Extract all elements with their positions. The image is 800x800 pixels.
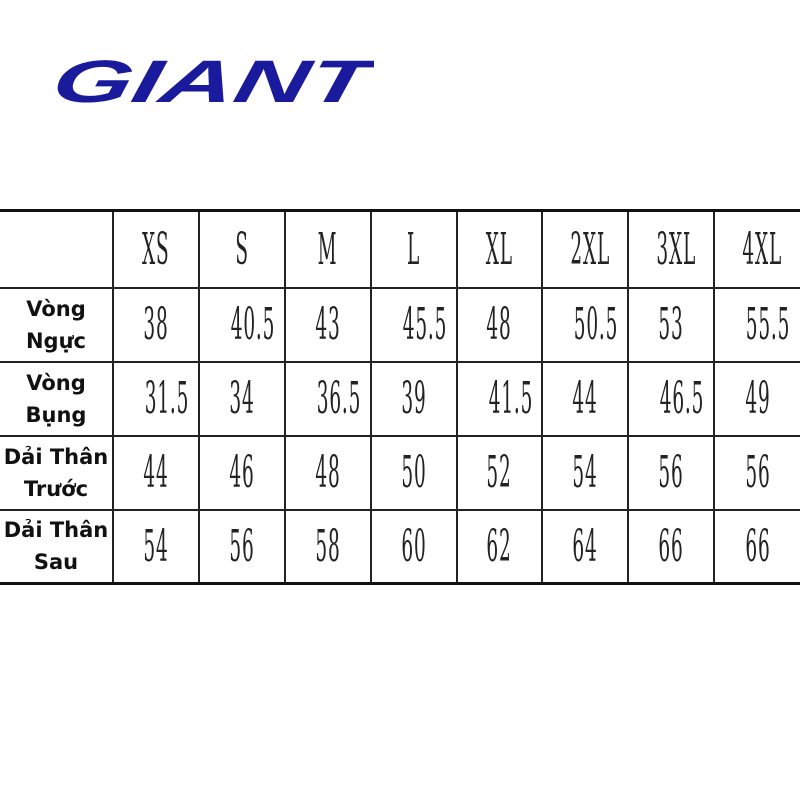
measurement-cell: 50.5 (541, 286, 630, 363)
measurement-cell: 52 (455, 434, 544, 511)
table-row: Dải Thân Trước 44 46 48 50 52 54 56 56 (0, 434, 800, 511)
measurement-value: 54 (143, 520, 169, 572)
measurement-value: 41.5 (488, 373, 533, 424)
measurement-cell: 64 (541, 508, 630, 585)
measurement-value: 36.5 (316, 373, 361, 424)
measurement-value: 64 (572, 520, 598, 572)
size-label: 4XL (742, 223, 783, 275)
measurement-cell: 58 (283, 508, 372, 585)
measurement-value: 53 (658, 299, 684, 350)
size-label: XL (485, 223, 513, 275)
measurement-value: 46.5 (659, 373, 705, 424)
measurement-cell: 66 (713, 508, 800, 585)
measurement-cell: 46 (197, 434, 286, 511)
measurement-cell: 39 (369, 360, 458, 437)
size-label: M (317, 223, 338, 275)
size-label: 3XL (656, 223, 697, 275)
row-label-cell: Vòng Bụng (0, 360, 114, 437)
size-label: XS (142, 223, 170, 275)
measurement-value: 38 (143, 299, 169, 350)
measurement-cell: 44 (112, 434, 200, 511)
row-label: Vòng Bụng (25, 370, 87, 427)
measurement-value: 66 (744, 520, 771, 572)
measurement-cell: 56 (197, 508, 286, 585)
measurement-cell: 31.5 (112, 360, 200, 437)
measurement-cell: 53 (627, 286, 716, 363)
measurement-cell: 44 (541, 360, 630, 437)
measurement-value: 50.5 (574, 299, 619, 350)
row-label: Dải Thân Trước (3, 444, 109, 501)
measurement-value: 66 (658, 520, 684, 572)
measurement-cell: 62 (455, 508, 544, 585)
measurement-value: 48 (486, 299, 513, 350)
measurement-value: 34 (229, 373, 255, 424)
measurement-cell: 49 (713, 360, 800, 437)
size-label: S (235, 223, 249, 275)
measurement-value: 56 (229, 520, 255, 572)
giant-logo: GIANT (47, 52, 374, 106)
table-row: Vòng Bụng 31.5 34 36.5 39 41.5 44 46.5 49 (0, 360, 800, 437)
size-header-cell: M (283, 209, 372, 289)
row-label-cell: Dải Thân Sau (0, 508, 114, 585)
row-label-cell: Dải Thân Trước (0, 434, 114, 511)
measurement-value: 43 (315, 299, 341, 350)
measurement-value: 50 (400, 447, 427, 498)
table-row: Vòng Ngực 38 40.5 43 45.5 48 50.5 53 55.5 (0, 286, 800, 363)
corner-cell (0, 209, 114, 289)
measurement-cell: 43 (283, 286, 372, 363)
measurement-value: 46 (229, 447, 255, 498)
measurement-value: 31.5 (144, 373, 190, 424)
measurement-cell: 48 (283, 434, 372, 511)
size-header-cell: XL (455, 209, 544, 289)
measurement-value: 56 (658, 447, 684, 498)
measurement-value: 54 (572, 447, 598, 498)
measurement-value: 40.5 (230, 299, 276, 350)
table-row: Dải Thân Sau 54 56 58 60 62 64 66 66 (0, 508, 800, 585)
measurement-cell: 38 (112, 286, 200, 363)
size-header-cell: XS (112, 209, 200, 289)
size-header-cell: 4XL (713, 209, 800, 289)
measurement-cell: 66 (627, 508, 716, 585)
measurement-cell: 40.5 (197, 286, 286, 363)
measurement-value: 56 (744, 447, 771, 498)
measurement-cell: 48 (455, 286, 544, 363)
measurement-cell: 41.5 (455, 360, 544, 437)
measurement-cell: 46.5 (627, 360, 716, 437)
measurement-value: 58 (315, 520, 341, 572)
measurement-cell: 45.5 (369, 286, 458, 363)
measurement-cell: 55.5 (713, 286, 800, 363)
size-header-cell: S (197, 209, 286, 289)
size-header-cell: 2XL (541, 209, 630, 289)
size-label: L (407, 223, 421, 275)
measurement-cell: 50 (369, 434, 458, 511)
size-chart-table: XS S M L XL 2XL 3XL 4XL Vòng Ngực 38 40.5 43 45.5 48 5… (0, 209, 800, 585)
row-label: Dải Thân Sau (3, 518, 109, 575)
measurement-cell: 56 (627, 434, 716, 511)
measurement-value: 44 (143, 447, 169, 498)
measurement-cell: 60 (369, 508, 458, 585)
row-label-cell: Vòng Ngực (0, 286, 114, 363)
measurement-value: 45.5 (402, 299, 447, 350)
measurement-value: 62 (486, 520, 513, 572)
svg-text:GIANT: GIANT (47, 52, 374, 106)
measurement-cell: 56 (713, 434, 800, 511)
header-row: XS S M L XL 2XL 3XL 4XL (0, 209, 800, 289)
measurement-value: 55.5 (745, 299, 791, 350)
measurement-value: 39 (400, 373, 427, 424)
measurement-cell: 54 (112, 508, 200, 585)
measurement-value: 49 (744, 373, 771, 424)
measurement-value: 48 (315, 447, 341, 498)
measurement-value: 52 (486, 447, 513, 498)
size-header-cell: 3XL (627, 209, 716, 289)
measurement-cell: 34 (197, 360, 286, 437)
size-label: 2XL (570, 223, 611, 275)
row-label: Vòng Ngực (25, 296, 86, 353)
measurement-cell: 54 (541, 434, 630, 511)
measurement-cell: 36.5 (283, 360, 372, 437)
size-header-cell: L (369, 209, 458, 289)
measurement-value: 60 (400, 520, 427, 572)
measurement-value: 44 (572, 373, 598, 424)
